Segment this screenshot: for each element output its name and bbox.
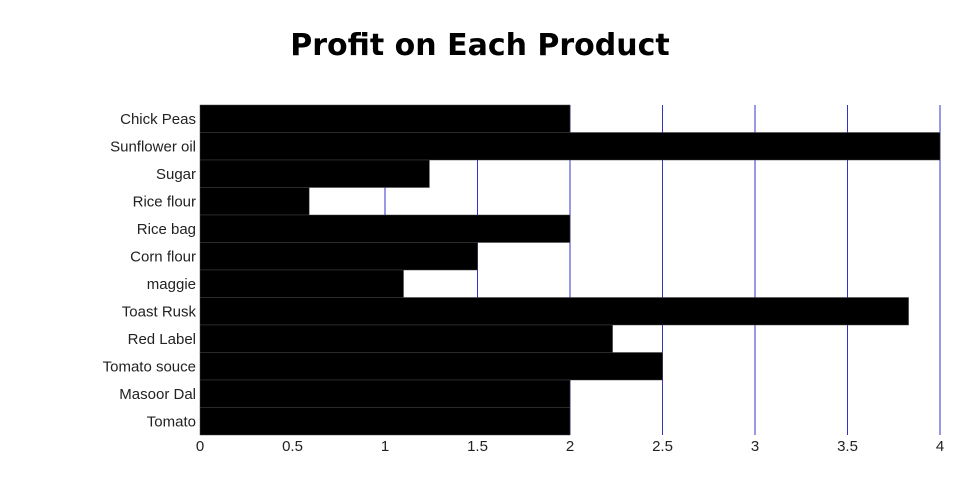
bar [199,242,478,271]
category-label: Rice flour [133,193,196,210]
category-label: Red Label [128,331,196,348]
category-label: Corn flour [130,248,196,265]
category-labels: Chick Peas Sunflower oil Sugar Rice flour Ri… [103,111,197,431]
bars [199,104,941,436]
x-tick-label: 0 [196,438,204,455]
bar [199,187,310,216]
x-tick-label: 4 [936,438,944,455]
x-tick-label: 2 [566,438,574,455]
x-tick-label: 3.5 [837,438,858,455]
chart-title: Profit on Each Product [290,28,670,63]
bar [199,104,571,133]
bar [199,214,571,243]
category-label: Tomato [147,413,196,430]
category-label: Toast Rusk [122,303,197,320]
x-tick-label: 2.5 [652,438,673,455]
category-label: Masoor Dal [119,386,196,403]
x-tick-label: 1 [381,438,389,455]
bar [199,159,430,188]
x-tick-label: 1.5 [467,438,488,455]
bar [199,324,613,353]
x-tick-label: 3 [751,438,759,455]
bar [199,297,909,326]
category-label: Chick Peas [120,111,196,128]
category-label: Rice bag [137,221,196,238]
bar [199,379,571,408]
x-tick-label: 0.5 [282,438,303,455]
category-label: Sunflower oil [110,138,196,155]
bar [199,352,663,381]
category-label: Tomato souce [103,358,196,375]
bar [199,407,571,436]
category-label: maggie [147,276,196,293]
bar [199,132,941,161]
x-axis-ticks: 0 0.5 1 1.5 2 2.5 3 3.5 4 [196,438,944,455]
bar [199,269,404,298]
category-label: Sugar [156,166,196,183]
